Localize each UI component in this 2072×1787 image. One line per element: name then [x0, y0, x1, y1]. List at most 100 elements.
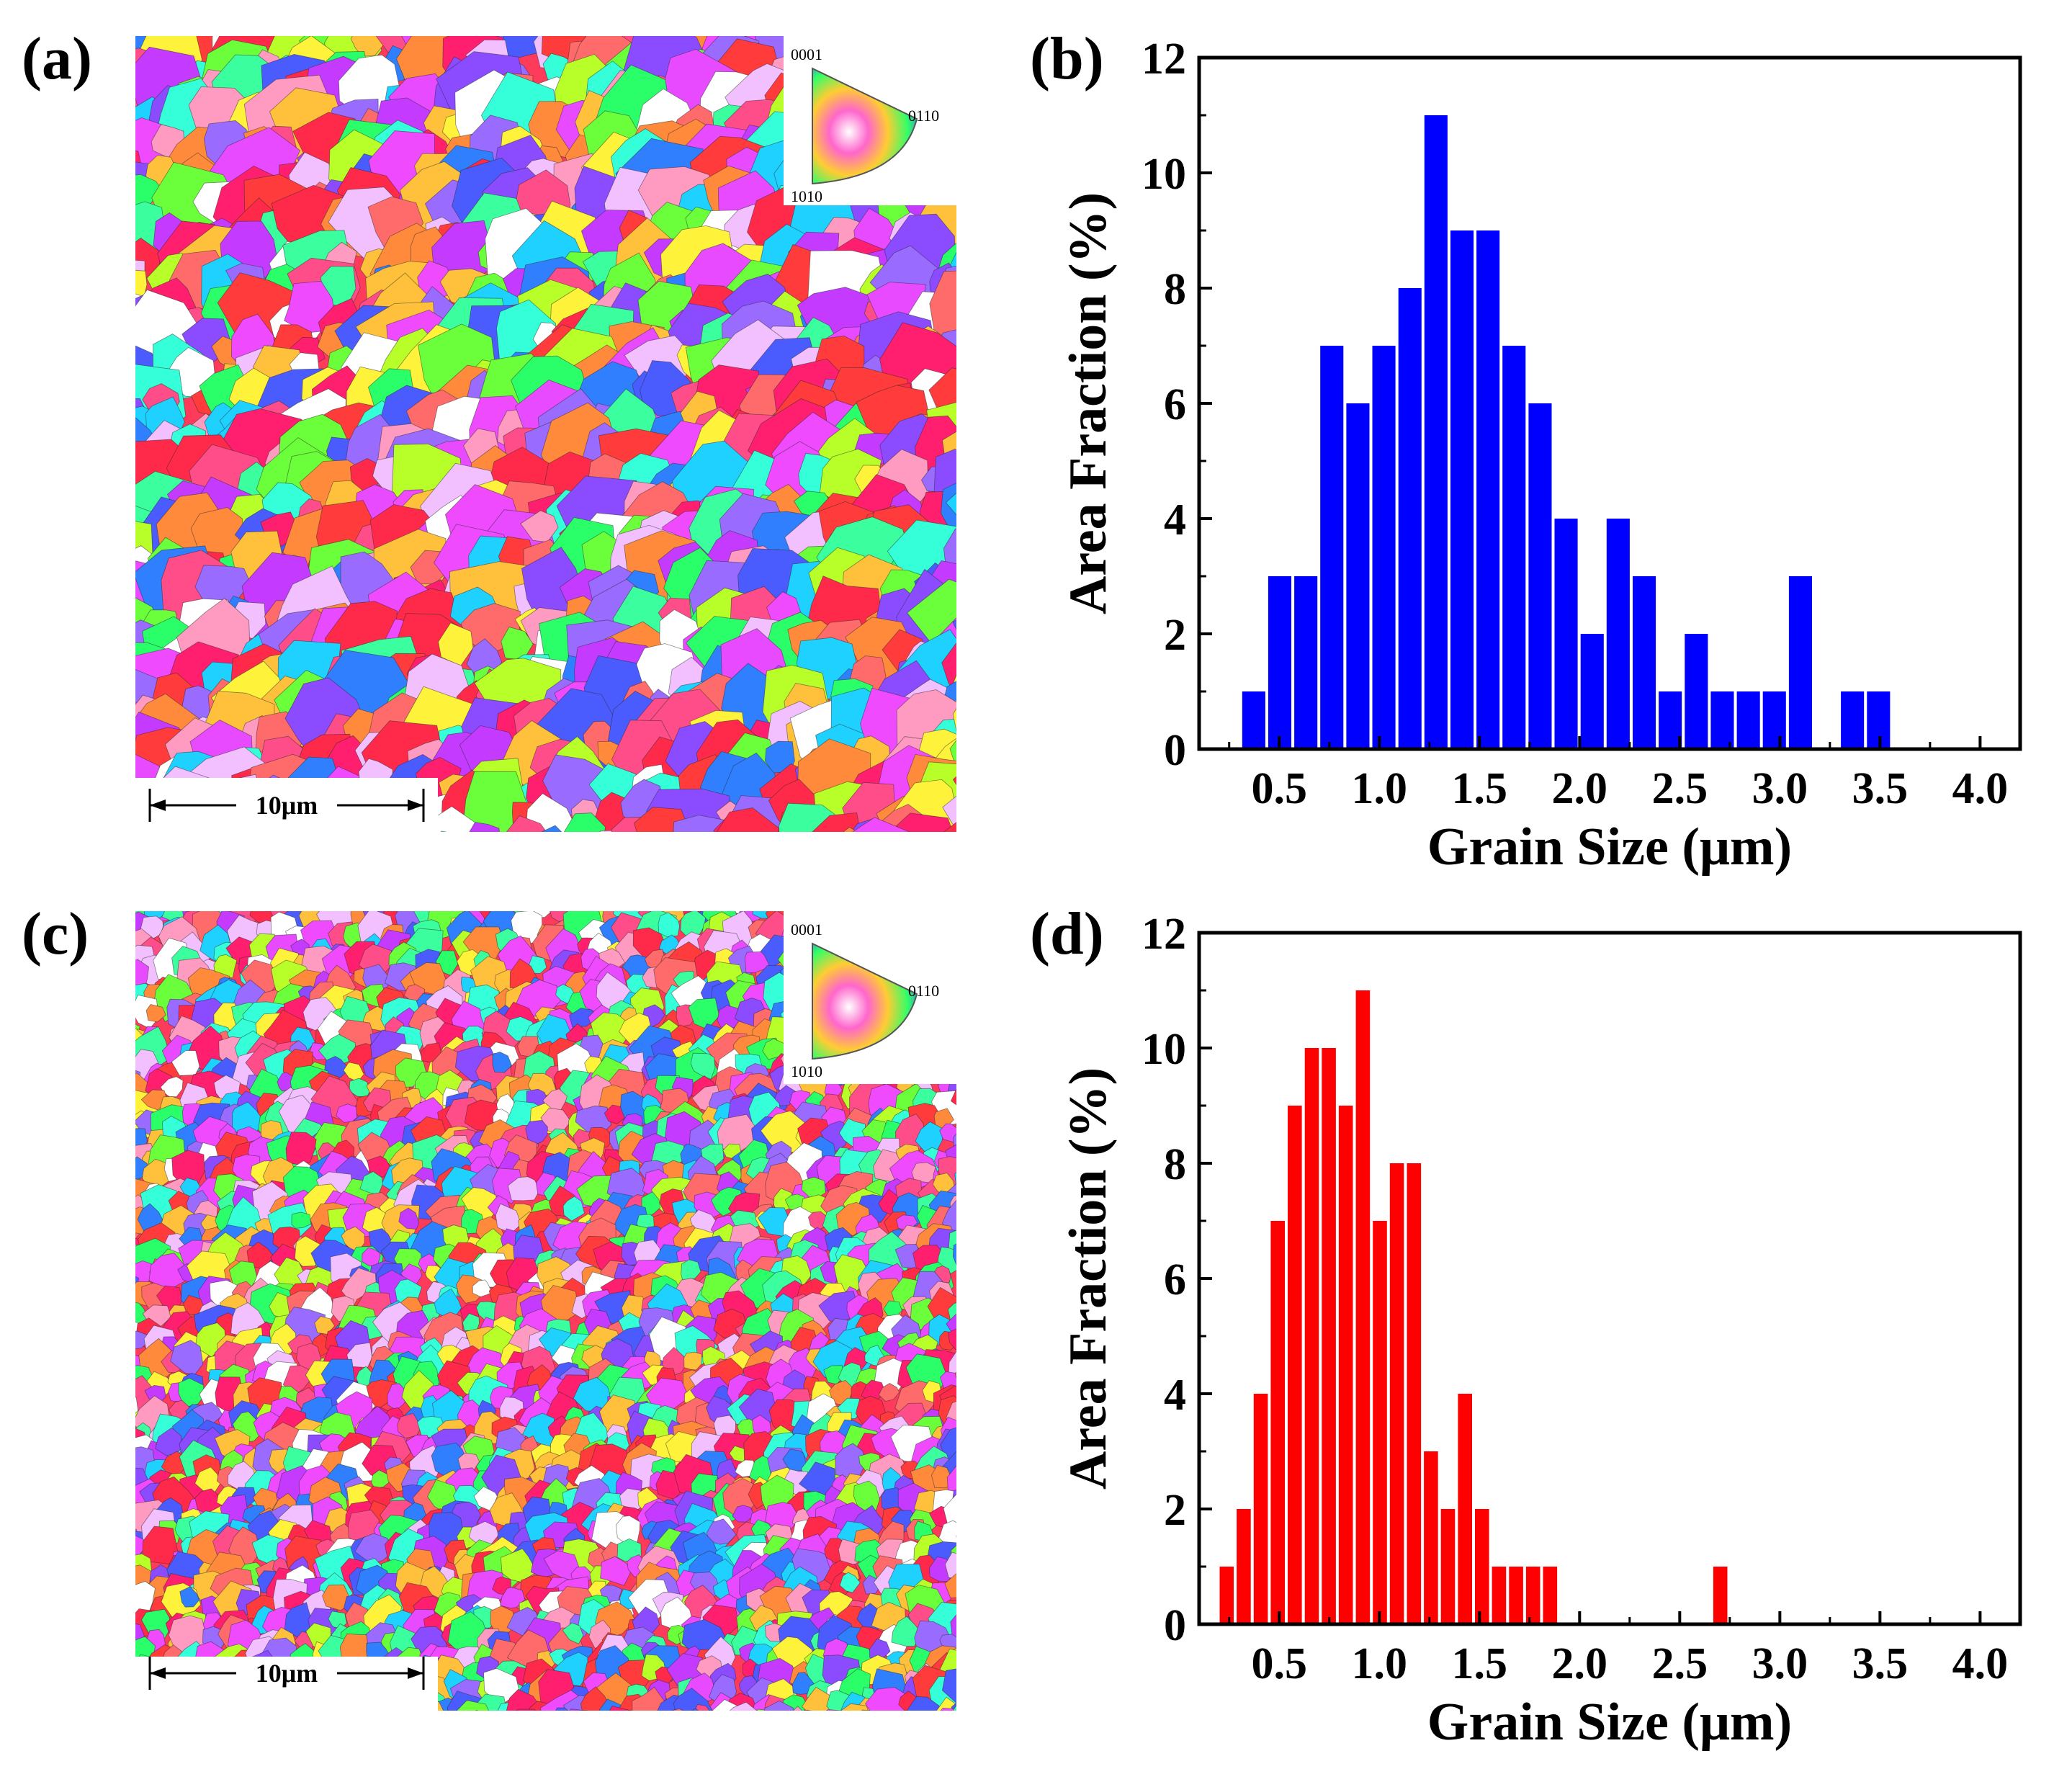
grain	[500, 815, 557, 832]
grain	[160, 1076, 184, 1098]
x-axis-label: Grain Size (μm)	[1427, 1693, 1792, 1752]
grain	[782, 1448, 807, 1472]
grain	[387, 1383, 408, 1411]
x-tick-label: 0.5	[1251, 764, 1307, 813]
scale-bar-c: 10μm	[135, 1657, 438, 1711]
scale-bar-a: 10μm	[135, 778, 438, 832]
bar	[1373, 1221, 1387, 1624]
x-tick-label: 3.5	[1852, 1639, 1909, 1688]
grain	[840, 817, 912, 832]
grain	[492, 1052, 513, 1073]
y-axis-label: Area Fraction (%)	[1059, 1067, 1118, 1490]
grain	[135, 1330, 148, 1350]
bar	[1304, 1048, 1319, 1624]
ebsd-map-c: 0001 0110 1010 10μm	[135, 911, 956, 1711]
grain	[562, 1196, 585, 1222]
grain	[397, 1412, 422, 1439]
ipf-label-bottom: 1010	[791, 1062, 822, 1080]
y-tick-label: 6	[1164, 1255, 1186, 1304]
y-tick-label: 6	[1164, 380, 1186, 429]
grain	[683, 1351, 703, 1371]
y-tick-label: 2	[1164, 611, 1186, 660]
x-tick-label: 4.0	[1952, 1639, 2009, 1688]
x-tick-label: 3.5	[1852, 764, 1909, 813]
x-axis-label: Grain Size (μm)	[1427, 818, 1792, 877]
bar	[1450, 230, 1474, 749]
panel-label-d: (d)	[1030, 900, 1104, 967]
x-tick-label: 0.5	[1251, 1639, 1307, 1688]
grain	[398, 1207, 420, 1230]
y-tick-label: 4	[1164, 496, 1186, 545]
x-tick-label: 2.0	[1552, 1639, 1608, 1688]
ebsd-map-a: 0001 0110 1010 10μm	[135, 36, 956, 832]
y-axis-label: Area Fraction (%)	[1059, 192, 1118, 614]
grain	[135, 1523, 141, 1560]
bar	[1424, 1451, 1438, 1624]
grain	[952, 690, 956, 764]
grain	[148, 1253, 190, 1291]
grain	[952, 1237, 956, 1272]
ipf-label-top: 0001	[791, 921, 822, 939]
panel-label-a: (a)	[22, 25, 92, 92]
bar	[1580, 634, 1604, 749]
ipf-label-bottom: 1010	[791, 187, 822, 205]
bar	[1389, 1163, 1404, 1624]
x-tick-label: 3.0	[1752, 1639, 1808, 1688]
bar	[1320, 346, 1344, 749]
scale-bar-label-c: 10μm	[256, 1659, 318, 1688]
grain	[464, 822, 502, 832]
grain	[135, 1395, 140, 1431]
grain	[878, 1383, 900, 1402]
bar	[1424, 115, 1448, 749]
bar	[1398, 288, 1422, 749]
histogram-d: 0 2 4 6 8 10 12 0.5 1.0 1.5 2.0 2.5 3.0 3.5 4.0 Grain S…	[1059, 911, 2022, 1752]
bars	[1219, 990, 1728, 1624]
grain	[953, 1127, 956, 1157]
grain	[540, 1285, 580, 1323]
y-tick-label: 10	[1142, 150, 1186, 199]
grain	[943, 1491, 956, 1531]
y-tick-label: 0	[1164, 726, 1186, 775]
ipf-label-top: 0001	[791, 45, 822, 63]
bar	[1788, 576, 1812, 749]
x-tick-label: 1.5	[1452, 1639, 1508, 1688]
ipf-label-right: 0110	[908, 107, 939, 125]
y-tick-label: 10	[1142, 1025, 1186, 1074]
bar	[1606, 519, 1630, 749]
grain	[354, 1533, 395, 1564]
ipf-legend-c: 0001 0110 1010	[787, 915, 956, 1082]
bar	[1407, 1163, 1422, 1624]
bar	[1492, 1567, 1507, 1624]
grain	[952, 604, 956, 676]
grain	[672, 815, 728, 832]
grain	[350, 36, 387, 57]
y-tick-label: 0	[1164, 1601, 1186, 1650]
x-tick-label: 3.0	[1752, 764, 1808, 813]
bar	[1242, 691, 1265, 749]
bar	[1685, 634, 1708, 749]
bar	[1736, 691, 1760, 749]
bar	[1502, 346, 1526, 749]
grain	[949, 1193, 956, 1224]
bar	[1710, 691, 1734, 749]
x-tick-label: 1.0	[1351, 764, 1407, 813]
bar	[1253, 1394, 1268, 1624]
bar	[1713, 1567, 1728, 1624]
bar	[1543, 1567, 1558, 1624]
grain	[507, 1176, 541, 1201]
bar	[1338, 1106, 1353, 1624]
bar	[1270, 1221, 1285, 1624]
grain	[929, 270, 956, 345]
ipf-label-right: 0110	[908, 982, 939, 1000]
bar	[1509, 1567, 1523, 1624]
x-tick-label: 4.0	[1952, 764, 2009, 813]
bar	[1237, 1509, 1251, 1624]
bar	[1762, 691, 1786, 749]
bar	[1525, 1567, 1540, 1624]
grain	[946, 1398, 956, 1434]
bar	[1372, 346, 1396, 749]
scale-bar-label-a: 10μm	[256, 791, 318, 820]
x-tick-label: 2.5	[1652, 764, 1708, 813]
grain	[658, 912, 681, 937]
bar	[1458, 1394, 1472, 1624]
